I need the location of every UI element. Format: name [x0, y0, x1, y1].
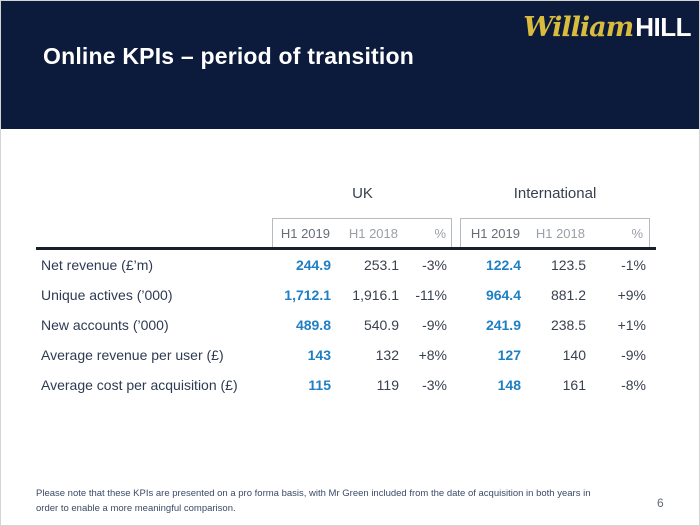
group-header-uk: UK — [352, 185, 373, 202]
table-row: Average revenue per user (£) 143 132 +8%… — [36, 340, 656, 370]
cell-intl-h1-2019: 127 — [497, 347, 521, 363]
cell-intl-pct: -9% — [621, 347, 646, 363]
cell-intl-h1-2018: 161 — [562, 377, 586, 393]
cell-intl-h1-2018: 881.2 — [550, 287, 586, 303]
cell-uk-h1-2019: 489.8 — [295, 317, 331, 333]
cell-intl-pct: -1% — [621, 257, 646, 273]
cell-intl-h1-2019: 241.9 — [485, 317, 521, 333]
page-title: Online KPIs – period of transition — [43, 43, 415, 69]
cell-intl-h1-2019: 122.4 — [485, 257, 521, 273]
cell-uk-h1-2018: 540.9 — [363, 317, 399, 333]
cell-uk-pct: -11% — [415, 287, 447, 303]
subheader-box-international: H1 2019 H1 2018 % — [460, 218, 650, 248]
row-label: Average cost per acquisition (£) — [41, 377, 238, 393]
cell-intl-h1-2018: 123.5 — [550, 257, 586, 273]
logo-script-text: William — [523, 11, 634, 43]
table-row: New accounts (’000) 489.8 540.9 -9% 241.… — [36, 310, 656, 340]
kpi-table: Net revenue (£’m) 244.9 253.1 -3% 122.4 … — [36, 250, 656, 400]
cell-intl-h1-2019: 964.4 — [485, 287, 521, 303]
column-header-uk-pct: % — [434, 225, 446, 241]
cell-intl-pct: -8% — [621, 377, 646, 393]
row-label: Net revenue (£’m) — [41, 257, 154, 273]
cell-intl-pct: +1% — [617, 317, 646, 333]
table-row: Average cost per acquisition (£) 115 119… — [36, 370, 656, 400]
cell-intl-h1-2018: 140 — [562, 347, 586, 363]
footnote-line-2: order to enable a more meaningful compar… — [36, 502, 236, 514]
cell-intl-pct: +9% — [617, 287, 646, 303]
table-top-rule — [36, 247, 656, 250]
table-row: Unique actives (’000) 1,712.1 1,916.1 -1… — [36, 280, 656, 310]
cell-uk-pct: +8% — [418, 347, 447, 363]
footnote: Please note that these KPIs are presente… — [36, 487, 636, 516]
cell-uk-h1-2019: 1,712.1 — [284, 287, 331, 303]
column-header-intl-pct: % — [631, 225, 643, 241]
column-header-uk-h1-2019: H1 2019 — [280, 225, 330, 241]
row-label: Average revenue per user (£) — [41, 347, 224, 363]
cell-uk-h1-2018: 119 — [376, 377, 399, 393]
logo-block-text: HILL — [635, 11, 691, 42]
group-header-international: International — [513, 185, 597, 202]
page-number: 6 — [657, 496, 664, 510]
cell-uk-h1-2018: 1,916.1 — [352, 287, 399, 303]
william-hill-logo: William HILL — [523, 7, 691, 47]
cell-uk-pct: -9% — [422, 317, 447, 333]
cell-intl-h1-2018: 238.5 — [550, 317, 586, 333]
row-label: New accounts (’000) — [41, 317, 169, 333]
cell-uk-h1-2019: 244.9 — [295, 257, 331, 273]
row-label: Unique actives (’000) — [41, 287, 173, 303]
cell-uk-h1-2019: 115 — [308, 377, 331, 393]
footnote-line-1: Please note that these KPIs are presente… — [36, 488, 591, 499]
header-band: Online KPIs – period of transition Willi… — [1, 1, 699, 129]
cell-uk-h1-2018: 132 — [375, 347, 399, 363]
cell-uk-pct: -3% — [422, 377, 447, 393]
column-header-intl-h1-2019: H1 2019 — [470, 225, 520, 241]
cell-intl-h1-2019: 148 — [497, 377, 521, 393]
cell-uk-pct: -3% — [422, 257, 447, 273]
column-header-uk-h1-2018: H1 2018 — [348, 225, 398, 241]
subheader-box-uk: H1 2019 H1 2018 % — [272, 218, 452, 248]
cell-uk-h1-2019: 143 — [307, 347, 331, 363]
column-header-intl-h1-2018: H1 2018 — [535, 225, 585, 241]
table-row: Net revenue (£’m) 244.9 253.1 -3% 122.4 … — [36, 250, 656, 280]
cell-uk-h1-2018: 253.1 — [363, 257, 399, 273]
